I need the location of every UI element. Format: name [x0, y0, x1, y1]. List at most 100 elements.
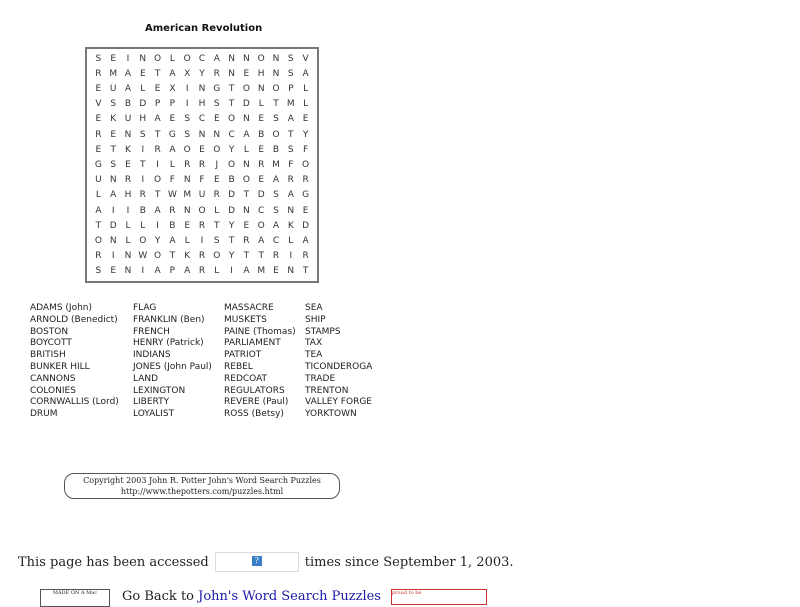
word-list-item: VALLEY FORGE	[305, 397, 372, 408]
word-list-item: ARNOLD (Benedict)	[30, 314, 118, 325]
word-list-item: TICONDEROGA	[305, 361, 373, 372]
grid-letter: S	[213, 235, 220, 246]
grid-letter: N	[243, 159, 250, 170]
word-list-item: FRENCH	[133, 326, 170, 337]
grid-letter: Y	[228, 220, 235, 231]
grid-letter: E	[243, 68, 250, 79]
grid-letter: M	[286, 99, 295, 110]
word-list-item: LEXINGTON	[133, 385, 186, 396]
grid-letter: F	[199, 175, 205, 186]
grid-letter: R	[95, 129, 102, 140]
grid-letter: A	[243, 129, 250, 140]
grid-letter: E	[213, 175, 220, 186]
grid-letter: R	[258, 159, 265, 170]
grid-letter: O	[139, 235, 147, 246]
grid-letter: R	[302, 251, 309, 262]
grid-letter: C	[272, 235, 280, 246]
grid-letter: H	[139, 114, 147, 125]
grid-letter: S	[273, 190, 279, 201]
grid-letter: I	[185, 99, 189, 110]
grid-letter: A	[272, 175, 280, 186]
footer: MADE ON A Mac Go Back to John's Word Sea…	[40, 589, 487, 607]
grid-letter: T	[154, 68, 161, 79]
grid-letter: L	[140, 220, 146, 231]
grid-letter: T	[258, 251, 264, 262]
grid-letter: E	[95, 114, 102, 125]
grid-letter: C	[228, 129, 235, 140]
grid-letter: N	[124, 266, 132, 277]
grid-letter: G	[213, 83, 221, 94]
word-list-item: HENRY (Patrick)	[133, 338, 204, 349]
grid-letter: D	[257, 190, 265, 201]
made-on-mac-badge[interactable]: MADE ON A Mac	[40, 589, 110, 607]
grid-letter: I	[141, 144, 145, 155]
grid-letter: F	[288, 159, 294, 170]
grid-letter: P	[154, 99, 161, 110]
word-list-item: CANNONS	[30, 373, 76, 384]
grid-letter: L	[140, 83, 146, 94]
grid-letter: C	[198, 114, 206, 125]
grid-letter: N	[109, 235, 117, 246]
access-before: This page has been accessed	[18, 554, 209, 570]
grid-letter: E	[184, 220, 191, 231]
broken-image-icon: ?	[251, 556, 262, 566]
grid-letter: P	[288, 83, 294, 94]
grid-letter: L	[214, 205, 220, 216]
grid-letter: N	[213, 129, 221, 140]
grid-letter: O	[257, 53, 265, 64]
word-list-item: YORKTOWN	[305, 409, 357, 420]
grid-letter: K	[287, 220, 294, 231]
grid-letter: O	[183, 53, 191, 64]
grid-letter: S	[273, 205, 279, 216]
word-list-item: LOYALIST	[133, 409, 175, 420]
grid-letter: R	[198, 251, 206, 262]
grid-letter: Y	[199, 68, 205, 79]
grid-letter: T	[154, 129, 161, 140]
grid-letter: A	[95, 205, 102, 216]
grid-letter: T	[140, 159, 146, 170]
grid-letter: E	[273, 266, 279, 277]
grid-letter: D	[228, 190, 236, 201]
grid-letter: I	[200, 235, 204, 246]
grid-letter: N	[124, 129, 132, 140]
grid-letter: T	[228, 235, 235, 246]
grid-letter: S	[287, 144, 294, 155]
grid-letter: P	[169, 99, 176, 110]
word-list-item: TRENTON	[305, 385, 349, 396]
grid-letter: T	[273, 99, 279, 110]
grid-letter: T	[288, 129, 294, 140]
grid-letter: R	[124, 175, 132, 186]
word-list-item: PAINE (Thomas)	[224, 326, 296, 337]
grid-letter: G	[302, 190, 310, 201]
grid-letter: X	[169, 83, 176, 94]
word-list-column: FLAG FRANKLIN (Ben) FRENCH HENRY (Patrick) I…	[133, 303, 212, 421]
grid-letter: R	[154, 144, 161, 155]
grid-letter: D	[302, 220, 310, 231]
grid-letter: K	[110, 114, 117, 125]
word-list-column: ADAMS (John) ARNOLD (Benedict) BOSTON BOYCO…	[30, 303, 119, 421]
grid-letter: E	[302, 114, 309, 125]
grid-letter: Y	[302, 129, 309, 140]
grid-letter: W	[167, 190, 177, 201]
grid-letter: R	[198, 220, 206, 231]
grid-letter: O	[213, 144, 221, 155]
grid-letter: N	[243, 114, 250, 125]
grid-letter: I	[126, 205, 130, 216]
word-list-item: FRANKLIN (Ben)	[133, 314, 205, 325]
grid-letter: T	[243, 251, 250, 262]
grid-letter: N	[243, 53, 250, 64]
word-list-item: INDIANS	[133, 350, 171, 361]
proud-badge[interactable]: proud to be	[390, 589, 487, 605]
grid-letter: B	[169, 220, 176, 231]
word-list-item: BUNKER HILL	[30, 361, 90, 372]
grid-letter: N	[124, 251, 132, 262]
grid-letter: L	[95, 190, 101, 201]
grid-letter: R	[184, 159, 191, 170]
word-list-item: DRUM	[30, 409, 58, 420]
copyright-line: Copyright 2003 John R. Potter John's Wor…	[83, 476, 321, 485]
grid-letter: O	[228, 159, 236, 170]
puzzles-link[interactable]: John's Word Search Puzzles	[198, 589, 381, 604]
word-list-item: JONES (John Paul)	[133, 361, 212, 372]
grid-letter: V	[302, 53, 309, 64]
